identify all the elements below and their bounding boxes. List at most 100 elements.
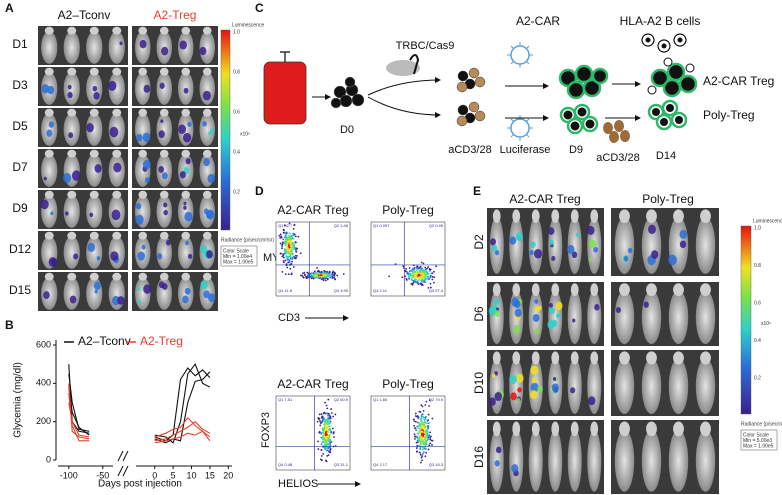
event [330,408,332,410]
event [288,244,290,247]
signal [43,176,47,181]
event [423,431,426,434]
signal [185,158,191,165]
event [287,241,289,244]
colorbar [740,225,752,415]
event [420,270,423,273]
mouse-head [202,67,212,76]
mouse-head [619,283,630,297]
event [284,273,287,276]
signal [530,241,536,248]
event [420,432,423,435]
mouse-head [112,108,122,117]
event [420,415,423,418]
mouse [641,216,662,274]
signal [488,397,496,406]
mouse-head [700,209,711,223]
event [320,443,323,445]
signal [530,382,539,393]
line [68,364,211,442]
event [327,440,330,442]
signal [110,251,119,261]
event [281,243,284,246]
step-label: TRBC/Cas9 [396,40,455,52]
mouse [63,236,80,269]
event [296,247,299,250]
signal [643,301,649,308]
event [326,449,328,452]
event [299,252,302,255]
row-label: D5 [12,119,28,133]
signal [71,170,81,181]
event [292,232,295,235]
signal [206,210,213,219]
schematic [263,33,698,143]
scale-box [740,429,778,451]
event [408,270,411,273]
event [323,439,326,442]
signal [529,250,534,256]
event [429,268,432,271]
event [293,233,296,236]
event [294,254,297,257]
event [336,274,339,277]
event [324,272,327,274]
event [285,233,288,236]
event [430,439,433,442]
quadrant-label: Q1 1.65 [373,397,388,402]
colorbar-unit: Radiance (p/sec/cm²/sr) [741,421,782,427]
event [415,441,418,444]
event [423,438,425,441]
event [425,400,428,403]
event [285,232,288,235]
event [332,427,334,430]
event [408,277,410,280]
quadrant-label: Q4 2.17 [373,462,388,467]
event [322,279,325,282]
mouse-head [67,26,77,35]
event [413,424,416,427]
signal [593,246,598,253]
signal [94,289,98,294]
event [415,281,417,283]
event [317,275,319,278]
event [413,268,416,270]
event [422,422,425,424]
event [428,399,431,402]
mouse-head [44,272,54,281]
mouse-head [202,231,212,240]
density [412,399,434,464]
event [332,431,335,434]
event [294,235,297,238]
panel-label: B [5,318,14,332]
event [418,269,421,272]
mouse-head [159,190,169,199]
mouse-head [492,209,501,223]
event [328,270,331,273]
scale-text: Min = 5.00e3 [743,438,772,444]
event [319,424,322,427]
signal [185,240,189,246]
mouse-head [89,26,99,35]
signal [552,377,557,381]
event [284,259,287,262]
signal [137,299,142,305]
event [324,443,327,445]
event [422,451,425,454]
mouse-head [138,149,148,158]
mouse-head [202,272,212,281]
event [424,426,427,429]
event [318,430,321,433]
event [414,437,416,440]
event [410,270,413,273]
event [417,272,420,274]
signal [570,387,576,394]
event [416,450,418,453]
event [414,278,416,280]
event [289,252,292,255]
event [306,271,309,274]
signal [94,164,102,173]
event [429,282,432,285]
mouse [86,113,103,146]
signal [567,244,575,254]
